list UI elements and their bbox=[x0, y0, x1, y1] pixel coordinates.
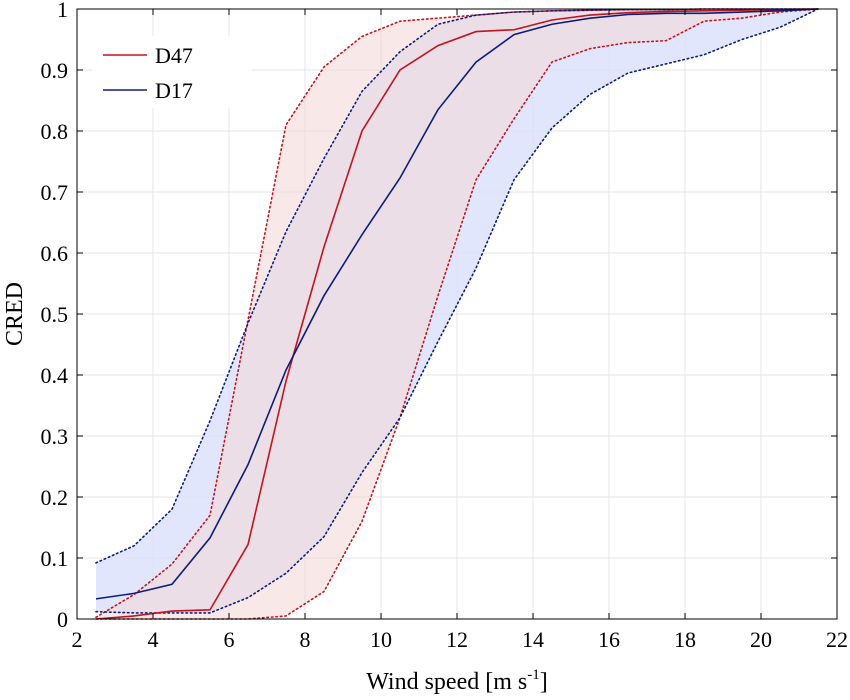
median-line-d17 bbox=[95, 8, 819, 600]
y-tick-label: 0.9 bbox=[41, 58, 69, 83]
x-axis-label-superscript: -1 bbox=[527, 667, 540, 683]
lower-bound-line-d17 bbox=[95, 8, 819, 614]
y-tick-label: 0.8 bbox=[41, 119, 69, 144]
x-axis-label-tail: ] bbox=[540, 669, 548, 695]
x-axis-label: Wind speed [m s-1] bbox=[366, 667, 548, 695]
axis-ticks: 2 4 6 8 10 12 14 16 18 20 22 0 0.1 0.2 0.3 0.4 0.5 0.6 0.7… bbox=[41, 0, 849, 652]
legend-label-d17: D17 bbox=[155, 78, 193, 103]
legend-label-d47: D47 bbox=[155, 43, 193, 68]
x-tick-label: 10 bbox=[370, 627, 392, 652]
y-tick-label: 0.1 bbox=[41, 546, 69, 571]
x-tick-label: 2 bbox=[72, 627, 83, 652]
y-tick-label: 0.2 bbox=[41, 485, 69, 510]
y-tick-label: 0.6 bbox=[41, 241, 69, 266]
upper-bound-line-d17 bbox=[95, 8, 819, 564]
x-tick-label: 8 bbox=[300, 627, 311, 652]
y-tick-label: 1 bbox=[57, 0, 68, 22]
y-tick-label: 0.4 bbox=[41, 363, 69, 388]
legend: D47 D17 bbox=[92, 36, 252, 108]
y-tick-label: 0 bbox=[57, 607, 68, 632]
y-tick-label: 0.3 bbox=[41, 424, 69, 449]
x-tick-label: 22 bbox=[826, 627, 848, 652]
x-tick-label: 4 bbox=[148, 627, 159, 652]
x-tick-label: 14 bbox=[522, 627, 544, 652]
x-tick-label: 12 bbox=[446, 627, 468, 652]
x-tick-label: 6 bbox=[224, 627, 235, 652]
x-tick-label: 16 bbox=[598, 627, 620, 652]
x-axis-label-main: Wind speed [m s bbox=[366, 669, 527, 695]
confidence-bands bbox=[96, 9, 818, 619]
median-line-d47 bbox=[95, 8, 819, 620]
y-axis-label: CRED bbox=[2, 282, 28, 346]
y-tick-label: 0.5 bbox=[41, 302, 69, 327]
y-tick-label: 0.7 bbox=[41, 180, 69, 205]
legend-box bbox=[92, 36, 252, 108]
x-tick-label: 18 bbox=[674, 627, 696, 652]
band-fill-d47 bbox=[96, 9, 818, 619]
lower-bound-line-d47 bbox=[95, 8, 819, 620]
x-tick-label: 20 bbox=[750, 627, 772, 652]
